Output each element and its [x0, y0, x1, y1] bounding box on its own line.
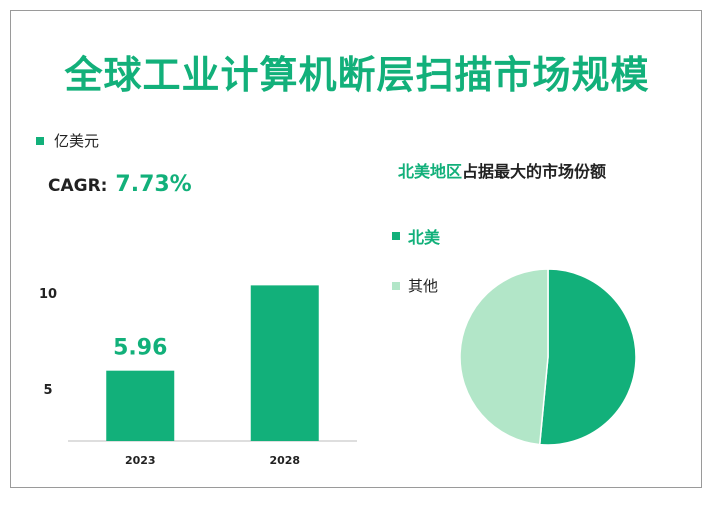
pie-legend-label-northamerica: 北美 — [408, 228, 441, 247]
pie-legend-label-other: 其他 — [408, 277, 439, 295]
pie-legend-swatch-northamerica — [392, 232, 400, 240]
pie-title-highlight: 北美地区 — [398, 162, 463, 181]
pie-chart — [459, 268, 637, 446]
unit-legend-swatch — [36, 136, 44, 145]
cagr-value: 7.73% — [115, 172, 192, 197]
pie-title-rest: 占据最大的市场份额 — [462, 162, 607, 181]
pie-slice-other — [459, 268, 549, 446]
pie-slice-northamerica — [538, 268, 637, 446]
pie-legend-item-northamerica: 北美 — [392, 224, 440, 248]
x-tick-label-2023: 2023 — [125, 454, 156, 467]
unit-legend-label: 亿美元 — [54, 132, 100, 150]
bar-2023 — [106, 370, 175, 441]
y-tick-label-10: 10 — [39, 287, 57, 302]
data-label-2023: 5.96 — [113, 336, 167, 361]
cagr-text: CAGR: 7.73% — [48, 172, 192, 197]
chart-frame — [10, 10, 702, 488]
bar-2028 — [250, 285, 319, 441]
pie-legend-item-other: 其他 — [392, 275, 438, 296]
pie-title: 北美地区占据最大的市场份额 — [398, 158, 606, 182]
pie-legend-swatch-other — [392, 281, 400, 290]
x-tick-label-2028: 2028 — [269, 454, 300, 467]
bar-chart: 2023 5.96 2028 5 10 — [39, 285, 357, 467]
cagr-label: CAGR: — [48, 176, 108, 196]
chart-title: 全球工业计算机断层扫描市场规模 — [64, 53, 650, 97]
y-tick-label-5: 5 — [43, 383, 52, 398]
unit-legend: 亿美元 — [36, 130, 99, 151]
